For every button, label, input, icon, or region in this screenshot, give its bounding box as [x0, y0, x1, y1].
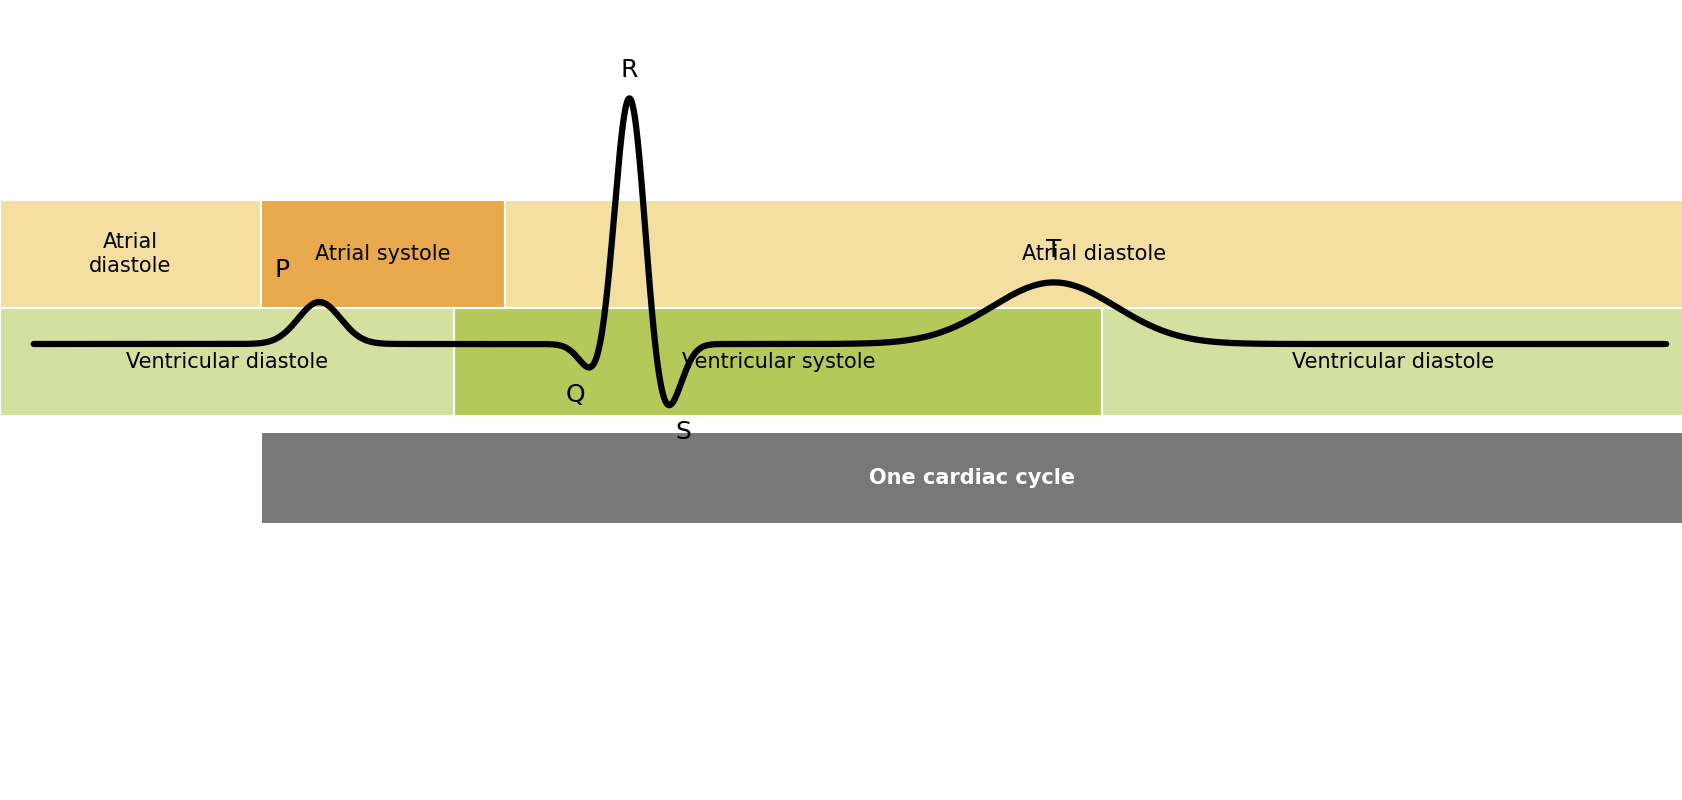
- Bar: [261, 200, 505, 308]
- Text: Ventricular diastole: Ventricular diastole: [126, 352, 328, 372]
- Text: Atrial
diastole: Atrial diastole: [89, 232, 172, 275]
- Text: T: T: [1046, 238, 1061, 262]
- Bar: [454, 308, 1102, 416]
- Text: Atrial systole: Atrial systole: [315, 244, 451, 264]
- Text: Q: Q: [565, 383, 585, 407]
- Bar: [261, 432, 1682, 524]
- Text: Ventricular diastole: Ventricular diastole: [1290, 352, 1494, 372]
- Bar: [0, 200, 261, 308]
- Bar: [505, 200, 1682, 308]
- Bar: [0, 308, 454, 416]
- Text: P: P: [274, 258, 289, 282]
- Text: Ventricular systole: Ventricular systole: [681, 352, 875, 372]
- Text: One cardiac cycle: One cardiac cycle: [868, 468, 1075, 488]
- Bar: [1102, 308, 1682, 416]
- Text: S: S: [674, 419, 690, 443]
- Text: Atrial diastole: Atrial diastole: [1021, 244, 1166, 264]
- Text: R: R: [621, 58, 637, 82]
